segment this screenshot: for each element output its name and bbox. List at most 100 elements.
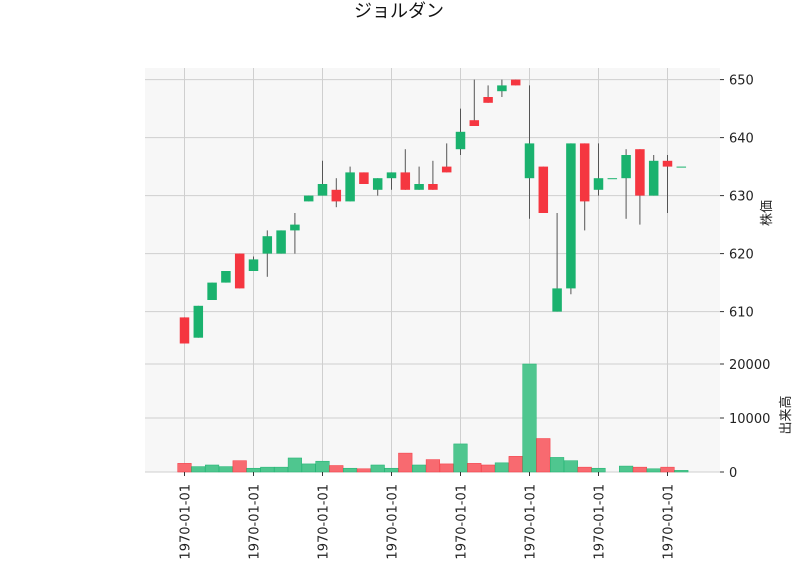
candle-body <box>372 178 383 190</box>
candle-body <box>593 178 604 190</box>
candle-body <box>538 166 549 213</box>
volume-bar <box>343 467 358 473</box>
candle-body <box>469 120 480 126</box>
candle-body <box>303 195 314 202</box>
price-y-axis-label: 株価 <box>760 200 775 226</box>
volume-y-tick-label: 0 <box>729 466 737 481</box>
volume-bar <box>218 466 233 473</box>
x-tick-label: 1970-01-01 <box>524 484 539 560</box>
candle-body <box>179 317 190 344</box>
volume-bars <box>177 363 689 473</box>
volume-bar <box>260 466 275 473</box>
volume-bar <box>246 467 261 473</box>
volume-panel-background <box>145 358 720 472</box>
candle-body <box>221 271 231 283</box>
volume-bar <box>453 443 468 473</box>
candle-body <box>262 236 273 254</box>
volume-bar <box>301 463 316 473</box>
candle-body <box>621 155 631 179</box>
candle-body <box>386 172 397 179</box>
volume-y-ticks: 0 10000 20000 <box>720 358 770 481</box>
candle-body <box>497 85 507 92</box>
volume-bar <box>356 468 371 473</box>
volume-bar <box>674 470 689 473</box>
volume-bar <box>274 466 289 473</box>
x-tick-label: 1970-01-01 <box>317 484 332 560</box>
candle-body <box>276 230 286 254</box>
x-tick-label: 1970-01-01 <box>455 484 470 560</box>
volume-bar <box>329 465 344 473</box>
x-tick-label: 1970-01-01 <box>386 484 401 560</box>
volume-bar <box>439 463 454 473</box>
candle-body <box>579 143 590 202</box>
volume-bar <box>425 459 440 473</box>
candle-body <box>441 166 452 173</box>
price-y-tick-label: 620 <box>729 248 754 263</box>
volume-bar <box>563 460 578 473</box>
price-y-tick-label: 640 <box>729 132 754 147</box>
volume-bar <box>370 464 385 473</box>
volume-bar <box>577 466 592 473</box>
volume-bar <box>384 467 399 473</box>
candle-body <box>676 166 687 168</box>
volume-bar <box>660 466 675 473</box>
candle-body <box>662 160 673 167</box>
candle-body <box>290 224 300 231</box>
volume-y-axis-label: 出来高 <box>778 395 794 434</box>
candle-body <box>248 259 259 271</box>
candle-body <box>635 149 645 196</box>
volume-bar <box>205 464 220 473</box>
price-y-tick-label: 650 <box>729 74 754 89</box>
x-tick-label: 1970-01-01 <box>662 484 677 560</box>
price-panel: 610 620 630 640 650 <box>145 68 754 358</box>
volume-bar <box>287 457 302 473</box>
candle-body <box>566 143 576 289</box>
volume-bar <box>191 466 206 473</box>
price-y-tick-label: 610 <box>729 306 754 321</box>
volume-bar <box>412 464 427 473</box>
volume-bar <box>232 460 247 473</box>
candles <box>179 79 687 344</box>
candle-body <box>317 184 328 196</box>
candle-body <box>483 97 493 103</box>
x-tick-label: 1970-01-01 <box>179 484 194 560</box>
volume-panel: 0 10000 20000 <box>145 358 770 481</box>
volume-y-tick-label: 10000 <box>729 412 770 427</box>
candle-body <box>552 288 562 312</box>
x-tick-label: 1970-01-01 <box>593 484 608 560</box>
candle-body <box>400 172 411 190</box>
candle-body <box>455 131 466 150</box>
volume-bar <box>508 456 523 473</box>
candle-body <box>607 178 618 180</box>
x-ticks: 1970-01-01 1970-01-01 1970-01-01 1970-01-01… <box>179 472 677 560</box>
volume-bar <box>522 363 537 473</box>
candle-body <box>510 79 521 86</box>
candle-body <box>234 253 245 289</box>
volume-bar <box>646 468 661 473</box>
volume-bar <box>619 465 634 473</box>
candle-body <box>359 172 369 184</box>
volume-y-tick-label: 20000 <box>729 358 770 373</box>
volume-bar <box>494 462 509 473</box>
candle-body <box>345 172 355 202</box>
candle-body <box>648 160 659 196</box>
candle-body <box>331 189 342 202</box>
volume-bar <box>398 452 413 473</box>
price-panel-background <box>145 68 720 358</box>
volume-bar <box>481 464 496 473</box>
volume-bar <box>550 457 565 473</box>
volume-bar <box>591 467 606 473</box>
price-y-ticks: 610 620 630 640 650 <box>720 74 754 321</box>
candle-body <box>524 143 535 179</box>
candle-body <box>428 184 438 190</box>
chart-title: ジョルダン <box>354 1 444 22</box>
volume-bar <box>536 438 551 473</box>
volume-bar <box>315 460 330 473</box>
volume-bar <box>177 463 192 473</box>
price-y-tick-label: 630 <box>729 190 754 205</box>
volume-bar <box>632 466 647 473</box>
candle-body <box>207 282 217 300</box>
x-tick-label: 1970-01-01 <box>248 484 263 560</box>
volume-bar <box>467 463 482 473</box>
